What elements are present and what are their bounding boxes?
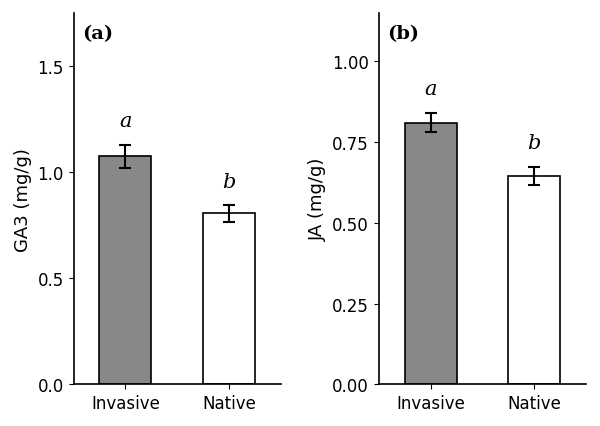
Y-axis label: GA3 (mg/g): GA3 (mg/g) — [14, 147, 32, 251]
Text: a: a — [424, 80, 437, 99]
Text: (a): (a) — [82, 25, 113, 43]
Text: (b): (b) — [387, 25, 419, 43]
Bar — [405, 124, 457, 385]
Text: b: b — [223, 172, 236, 191]
Bar — [203, 214, 255, 385]
Bar — [508, 177, 560, 385]
Text: a: a — [119, 111, 131, 130]
Bar — [100, 157, 151, 385]
Y-axis label: JA (mg/g): JA (mg/g) — [308, 158, 326, 241]
Text: b: b — [527, 134, 541, 153]
